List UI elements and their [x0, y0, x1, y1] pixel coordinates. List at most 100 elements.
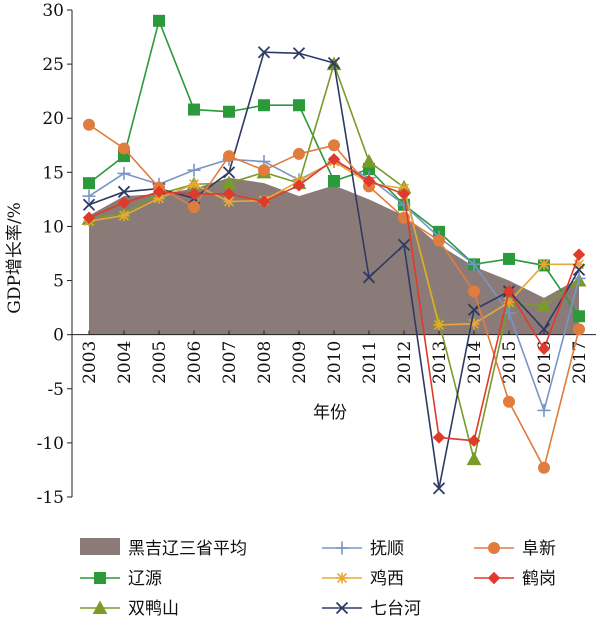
data-point: [327, 56, 341, 70]
data-point: [82, 211, 96, 224]
x-tick-label: 2017: [570, 341, 590, 384]
data-point: [537, 342, 551, 355]
legend-item: 辽源: [80, 569, 162, 589]
data-point: [538, 258, 550, 270]
x-tick-label: 2009: [290, 341, 310, 384]
x-tick-label: 2003: [80, 341, 100, 384]
data-point: [292, 179, 306, 192]
series-layer: [81, 14, 587, 495]
y-tick-label: -5: [47, 380, 64, 400]
data-point: [83, 118, 95, 131]
x-tick-label: 2006: [185, 341, 205, 384]
y-tick-label: 10: [42, 217, 64, 237]
data-point: [187, 163, 201, 177]
x-tick-label: 2012: [395, 341, 415, 384]
data-point: [467, 434, 481, 447]
legend-label: 鸡西: [370, 569, 404, 589]
data-point: [502, 285, 516, 298]
data-point: [258, 164, 270, 177]
data-point: [117, 185, 131, 198]
x-tick-label: 2013: [430, 341, 450, 384]
legend-marker: [488, 542, 500, 554]
legend-marker: [92, 600, 108, 614]
x-tick-label: 2008: [255, 341, 275, 384]
x-tick-label: 2007: [220, 341, 240, 384]
data-point: [328, 139, 340, 152]
x-tick-label: 2004: [115, 341, 135, 384]
legend-item: 七台河: [322, 599, 421, 619]
y-tick-label: -15: [37, 488, 64, 508]
average-area-layer: [89, 177, 579, 335]
data-point: [538, 461, 550, 474]
y-tick-label: 20: [42, 109, 64, 129]
x-axis-label: 年份: [313, 403, 347, 423]
axes: -15 -10 -5 0 5 10 15 20 25 30 2003 2004 2005 2006 2007…: [37, 1, 596, 508]
y-tick-label: 15: [42, 163, 64, 183]
legend-marker: [335, 541, 349, 555]
data-point: [503, 252, 515, 265]
legend-marker: [335, 601, 349, 615]
data-point: [153, 14, 165, 27]
x-tick-label: 2011: [360, 341, 380, 384]
legend-label: 黑吉辽三省平均: [128, 539, 247, 559]
y-tick-label: 30: [42, 1, 64, 21]
data-point: [573, 310, 585, 323]
legend-item: 阜新: [474, 539, 556, 559]
y-tick-label: 25: [42, 55, 64, 75]
data-point: [362, 174, 376, 188]
data-point: [361, 153, 377, 168]
legend-label: 七台河: [370, 599, 421, 619]
data-point: [466, 451, 482, 466]
data-point: [573, 323, 585, 336]
data-point: [432, 431, 446, 444]
data-point: [117, 196, 131, 209]
data-point: [397, 238, 411, 251]
legend-item: 黑吉辽三省平均: [80, 538, 247, 559]
legend-label: 辽源: [128, 569, 162, 589]
data-point: [468, 285, 480, 298]
data-point: [293, 99, 305, 112]
data-point: [223, 150, 235, 163]
data-point: [188, 200, 200, 213]
data-point: [118, 142, 130, 155]
legend-label: 阜新: [522, 539, 556, 559]
data-point: [503, 296, 515, 308]
data-point: [536, 297, 552, 312]
legend-label: 双鸭山: [128, 599, 179, 619]
y-tick-label: -10: [37, 434, 64, 454]
data-point: [362, 271, 376, 284]
data-point: [572, 248, 586, 261]
data-point: [223, 105, 235, 118]
legend-marker: [336, 572, 348, 584]
data-point: [467, 303, 481, 316]
data-point: [257, 46, 271, 59]
data-point: [467, 257, 481, 271]
data-point: [432, 482, 446, 495]
x-tick-label: 2005: [150, 341, 170, 384]
legend-item: 抚顺: [322, 539, 404, 559]
data-point: [293, 147, 305, 160]
data-point: [82, 198, 96, 211]
x-tick-label: 2016: [535, 341, 555, 384]
legend-marker: [487, 571, 501, 585]
y-tick-label: 0: [53, 326, 64, 346]
data-point: [187, 187, 201, 201]
series-7: [82, 153, 586, 447]
x-tick-label: 2014: [465, 341, 485, 384]
data-point: [327, 153, 341, 166]
data-point: [292, 47, 306, 60]
data-point: [537, 323, 551, 336]
y-tick-label: 5: [53, 272, 64, 292]
x-tick-label: 2015: [500, 341, 520, 384]
data-point: [118, 210, 130, 222]
data-point: [433, 234, 445, 247]
axis-labels: 年份 GDP增长率/%: [5, 202, 347, 423]
data-point: [222, 166, 236, 179]
x-tick-label: 2010: [325, 341, 345, 384]
legend-item: 双鸭山: [80, 599, 179, 619]
data-point: [222, 187, 236, 201]
data-point: [83, 177, 95, 190]
y-axis-label: GDP增长率/%: [5, 202, 25, 314]
